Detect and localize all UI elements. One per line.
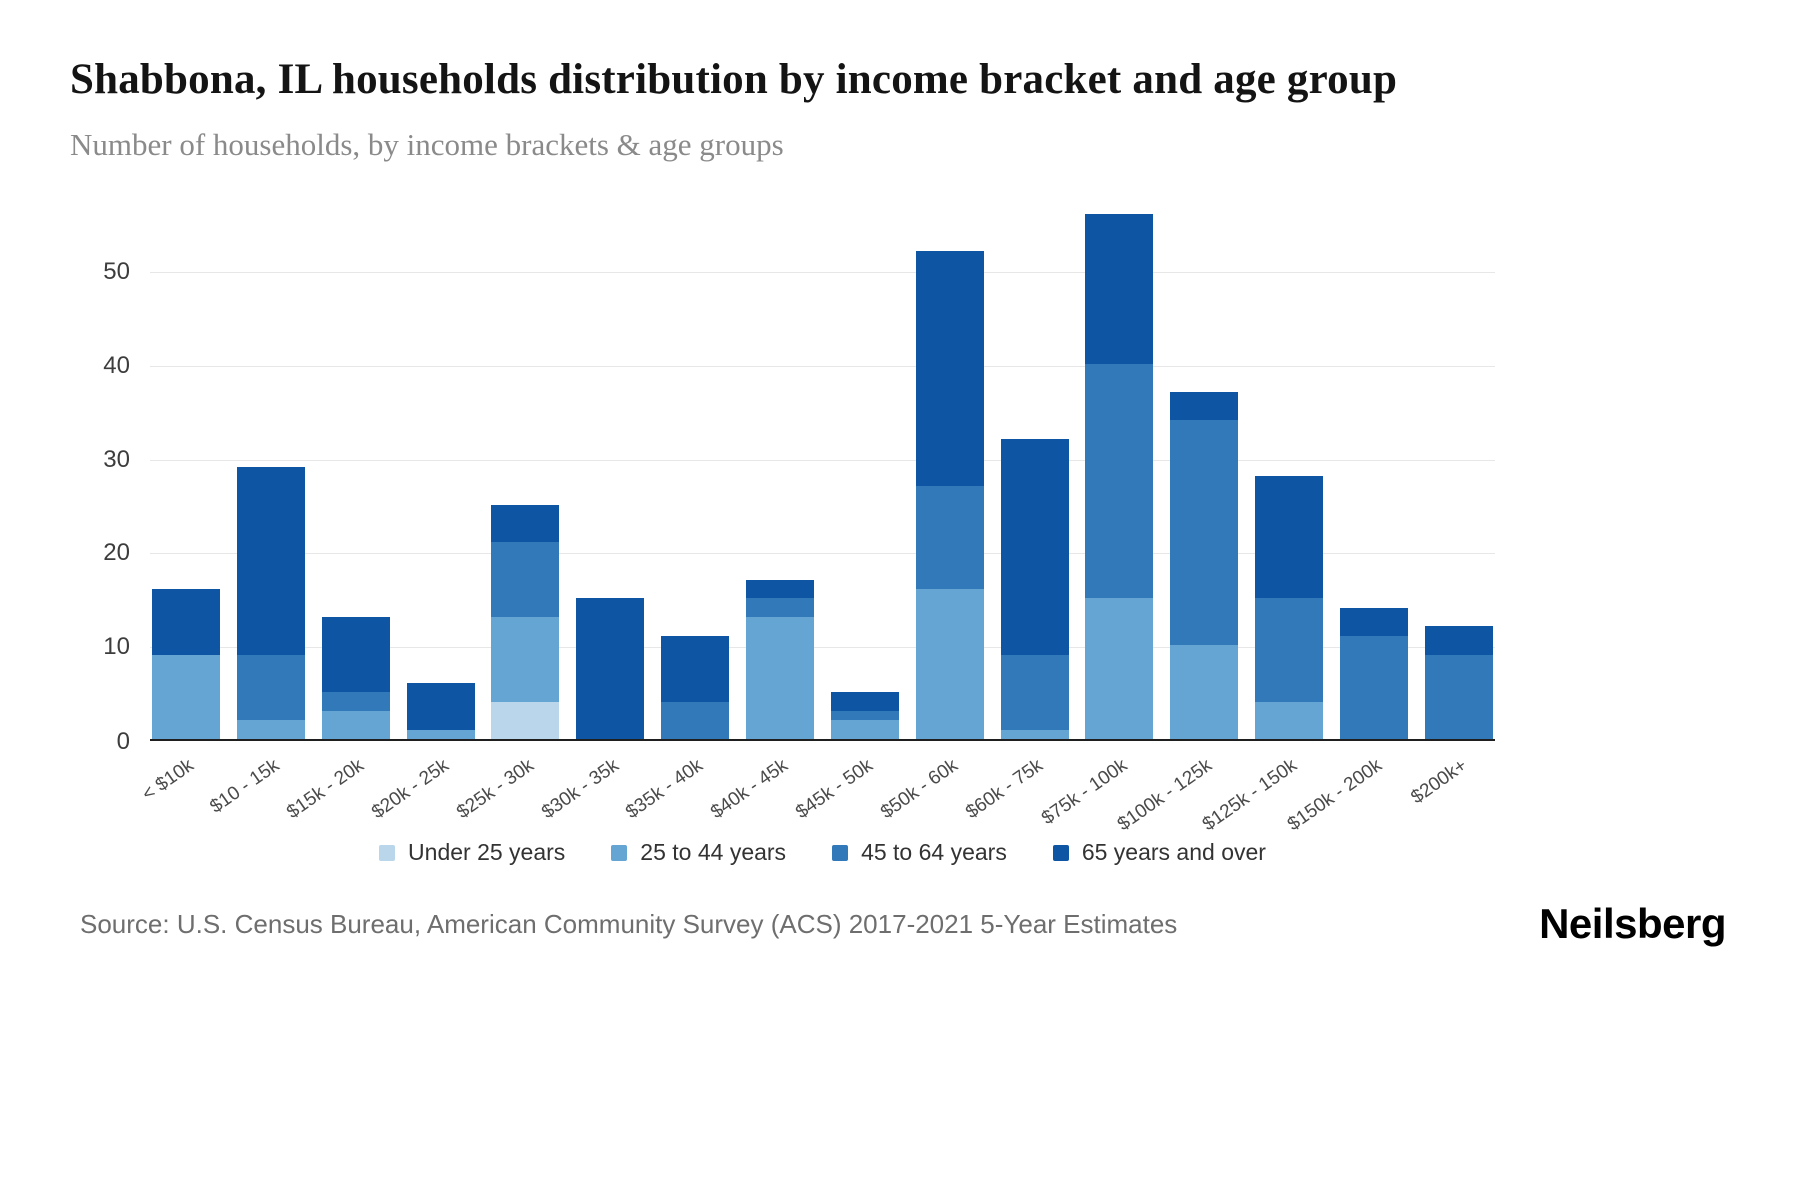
legend-swatch: [379, 844, 396, 861]
bar-segment: [321, 710, 390, 740]
y-axis-tick-label: 50: [103, 258, 130, 285]
bar-segment: [830, 692, 899, 711]
bar-20k-25k: [406, 211, 475, 740]
legend-item: Under 25 years: [379, 839, 565, 866]
bar-segment: [1255, 701, 1324, 740]
bar-50k-60k: [915, 211, 984, 740]
y-axis-tick-label: 0: [116, 728, 130, 756]
legend-item: 65 years and over: [1052, 839, 1266, 866]
bar-segment: [746, 579, 815, 599]
y-axis-tick-label: 40: [103, 351, 130, 379]
bar-segment: [915, 588, 984, 740]
brand-logo: Neilsberg: [1539, 900, 1726, 948]
bar-segment: [406, 682, 475, 730]
bar-10k: [152, 211, 220, 740]
bar-segment: [1255, 598, 1324, 702]
bar-35k-40k: [661, 211, 730, 740]
y-axis-tick-label: 10: [103, 633, 130, 661]
bar-30k-35k: [576, 211, 645, 740]
chart-header: Shabbona, IL households distribution by …: [0, 0, 1800, 163]
bar-segment: [915, 485, 984, 589]
bar-segment: [1170, 645, 1239, 740]
legend-item: 45 to 64 years: [832, 839, 1007, 866]
legend-label: 45 to 64 years: [861, 839, 1007, 866]
legend-item: 25 to 44 years: [611, 839, 786, 866]
bar-125k-150k: [1255, 211, 1324, 740]
bar-segment: [1424, 626, 1493, 655]
bar-segment: [491, 701, 560, 740]
chart-legend: Under 25 years 25 to 44 years 45 to 64 yea…: [150, 839, 1495, 866]
bar-segment: [321, 617, 390, 693]
y-axis-tick-label: 20: [103, 539, 130, 567]
bar-segment: [1424, 654, 1493, 740]
bar-segment: [830, 710, 899, 721]
bar-segment: [1000, 729, 1069, 740]
bar-segment: [1085, 213, 1154, 364]
bar-10-15k: [236, 211, 305, 740]
bar-segment: [491, 617, 560, 702]
bar-segment: [1340, 607, 1409, 636]
gridline: [150, 553, 1495, 555]
legend-swatch: [611, 844, 628, 861]
bar-segment: [661, 635, 730, 702]
bar-segment: [152, 588, 220, 655]
bar-segment: [491, 504, 560, 543]
bar-segment: [1000, 654, 1069, 730]
bar-100k-125k: [1170, 211, 1239, 740]
bar-segment: [236, 720, 305, 740]
gridline: [150, 459, 1495, 461]
bar-segment: [152, 654, 220, 740]
legend-label: 65 years and over: [1081, 839, 1266, 866]
bar-segment: [746, 598, 815, 618]
plot-area: 0 10 20 30 40 50: [103, 211, 1495, 755]
y-axis-tick-label: 30: [103, 445, 130, 473]
legend-swatch: [1052, 844, 1069, 861]
bar-chart: 0 10 20 30 40 50 < $10k $10 - 15k $15k - 20k $20…: [0, 211, 1800, 866]
x-axis-tick: $200k+: [1407, 741, 1493, 833]
bar-segment: [1085, 363, 1154, 599]
bar-segment: [1000, 438, 1069, 655]
bar-segment: [576, 598, 645, 740]
bar-segment: [746, 617, 815, 740]
bar-segment: [236, 654, 305, 721]
chart-subtitle: Number of households, by income brackets…: [70, 127, 784, 163]
source-text: Source: U.S. Census Bureau, American Com…: [80, 908, 1178, 939]
gridline: [150, 647, 1495, 649]
bar-25k-30k: [491, 211, 560, 740]
bar-segment: [661, 701, 730, 740]
chart-footer: Source: U.S. Census Bureau, American Com…: [0, 900, 1800, 948]
bar-15k-20k: [321, 211, 390, 740]
bar-segment: [915, 251, 984, 486]
bar-45k-50k: [830, 211, 899, 740]
legend-swatch: [832, 844, 849, 861]
bar-60k-75k: [1000, 211, 1069, 740]
legend-label: 25 to 44 years: [640, 839, 787, 866]
bar-segment: [1170, 391, 1239, 421]
bar-segment: [1170, 420, 1239, 646]
bar-segment: [406, 729, 475, 740]
legend-label: Under 25 years: [408, 839, 566, 866]
x-axis-tick-label: < $10k: [138, 755, 199, 806]
page-title: Shabbona, IL households distribution by …: [70, 56, 1398, 103]
bar-segment: [321, 692, 390, 711]
x-axis-tick-label: $200k+: [1407, 755, 1471, 809]
bar-segment: [236, 467, 305, 655]
bar-75k-100k: [1085, 211, 1154, 740]
bar-segment: [830, 720, 899, 740]
bar-segment: [1085, 598, 1154, 740]
bar-200k: [1424, 211, 1493, 740]
bar-40k-45k: [746, 211, 815, 740]
x-axis: < $10k $10 - 15k $15k - 20k $20k - 25k $25k …: [139, 741, 1495, 835]
bar-150k-200k: [1340, 211, 1409, 740]
gridline: [150, 272, 1495, 273]
bar-segment: [1340, 635, 1409, 740]
x-axis-tick: < $10k: [139, 741, 220, 833]
bar-segment: [491, 542, 560, 618]
bar-segment: [1255, 476, 1324, 599]
bars-row: [150, 211, 1495, 740]
gridline: [150, 365, 1495, 367]
x-axis-tick: $150k - 200k: [1284, 741, 1408, 835]
